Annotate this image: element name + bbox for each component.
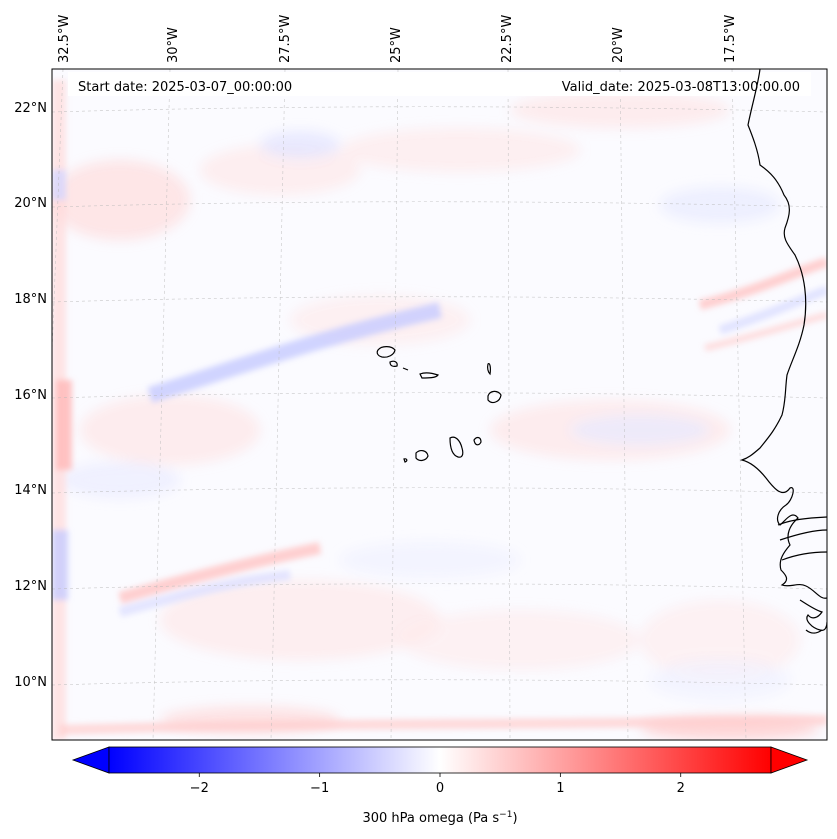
island-sao-vicente xyxy=(389,360,398,367)
gridlines xyxy=(52,69,827,740)
island-brava xyxy=(403,458,408,463)
lat-label: 12°N xyxy=(14,579,47,594)
lat-label: 18°N xyxy=(14,292,47,307)
cape-verde-islands xyxy=(376,346,502,463)
date-annotation-box xyxy=(68,72,811,96)
lon-label: 22.5°W xyxy=(500,15,515,63)
colorbar-ticks: −2 −1 0 1 2 xyxy=(190,773,685,796)
plot-frame xyxy=(51,68,828,741)
island-sal xyxy=(487,363,491,376)
lon-label: 17.5°W xyxy=(723,15,738,63)
colorbar-label: 300 hPa omega (Pa s−1) xyxy=(362,810,517,826)
west-africa-coastline xyxy=(739,69,827,599)
lat-label: 20°N xyxy=(14,196,47,211)
lon-label: 25°W xyxy=(389,27,404,63)
start-date-label: Start date: 2025-03-07_00:00:00 xyxy=(78,80,292,95)
map-plot-area xyxy=(52,69,827,740)
island-boa-vista xyxy=(487,390,502,404)
colorbar-tick-label: 2 xyxy=(677,781,685,796)
lon-label: 27.5°W xyxy=(278,15,293,63)
colorbar-gradient xyxy=(108,746,772,774)
colorbar: −2 −1 0 1 2 300 hPa omega (Pa s−1) xyxy=(71,746,809,826)
omega-field xyxy=(52,80,827,740)
longitude-labels: 32.5°W 30°W 27.5°W 25°W 22.5°W 20°W 17.5… xyxy=(57,15,738,63)
lat-label: 14°N xyxy=(14,483,47,498)
island-santiago xyxy=(449,436,464,458)
coastlines xyxy=(739,69,827,634)
island-sao-nicolau xyxy=(419,372,439,379)
colorbar-label-main: 300 hPa omega (Pa s xyxy=(362,811,499,826)
colorbar-tick-label: 1 xyxy=(556,781,564,796)
island-santo-antao xyxy=(376,346,396,358)
lon-label: 20°W xyxy=(611,27,626,63)
colorbar-extend-low xyxy=(71,746,110,774)
lon-label: 32.5°W xyxy=(57,15,72,63)
lat-label: 10°N xyxy=(14,675,47,690)
island-santa-luzia xyxy=(402,367,409,371)
latitude-labels: 22°N 20°N 18°N 16°N 14°N 12°N 10°N xyxy=(14,101,47,690)
lon-label: 30°W xyxy=(166,27,181,63)
island-maio xyxy=(473,436,482,446)
colorbar-label-close: ) xyxy=(512,811,517,826)
valid-date-label: Valid_date: 2025-03-08T13:00:00.00 xyxy=(562,80,800,95)
colorbar-tick-label: −1 xyxy=(310,781,329,796)
colorbar-tick-label: −2 xyxy=(190,781,209,796)
colorbar-extend-high xyxy=(770,746,809,774)
colorbar-tick-label: 0 xyxy=(436,781,444,796)
lat-label: 16°N xyxy=(14,388,47,403)
lat-label: 22°N xyxy=(14,101,47,116)
island-fogo xyxy=(415,450,429,462)
colorbar-label-sup: −1 xyxy=(499,810,512,820)
